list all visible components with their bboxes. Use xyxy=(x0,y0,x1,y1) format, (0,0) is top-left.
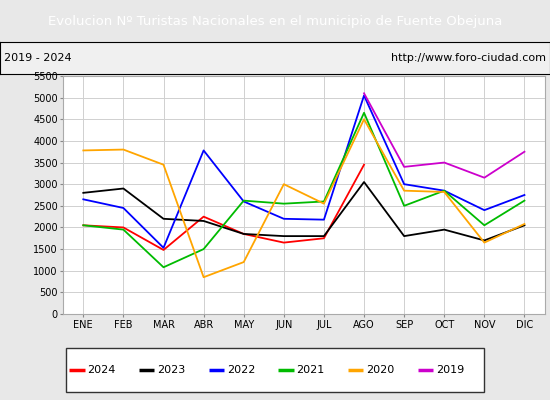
Text: 2023: 2023 xyxy=(157,365,185,375)
FancyBboxPatch shape xyxy=(66,348,484,392)
Text: 2019 - 2024: 2019 - 2024 xyxy=(4,53,72,63)
Text: 2024: 2024 xyxy=(87,365,116,375)
Text: 2020: 2020 xyxy=(366,365,394,375)
Text: 2022: 2022 xyxy=(227,365,255,375)
Text: http://www.foro-ciudad.com: http://www.foro-ciudad.com xyxy=(390,53,546,63)
Text: 2021: 2021 xyxy=(296,365,325,375)
Text: Evolucion Nº Turistas Nacionales en el municipio de Fuente Obejuna: Evolucion Nº Turistas Nacionales en el m… xyxy=(48,14,502,28)
Text: 2019: 2019 xyxy=(436,365,464,375)
